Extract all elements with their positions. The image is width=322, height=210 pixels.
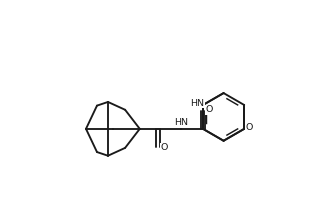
Text: HN: HN: [191, 99, 204, 108]
Text: O: O: [245, 123, 253, 132]
Text: HN: HN: [175, 118, 188, 127]
Text: O: O: [160, 143, 168, 152]
Text: O: O: [205, 105, 213, 114]
